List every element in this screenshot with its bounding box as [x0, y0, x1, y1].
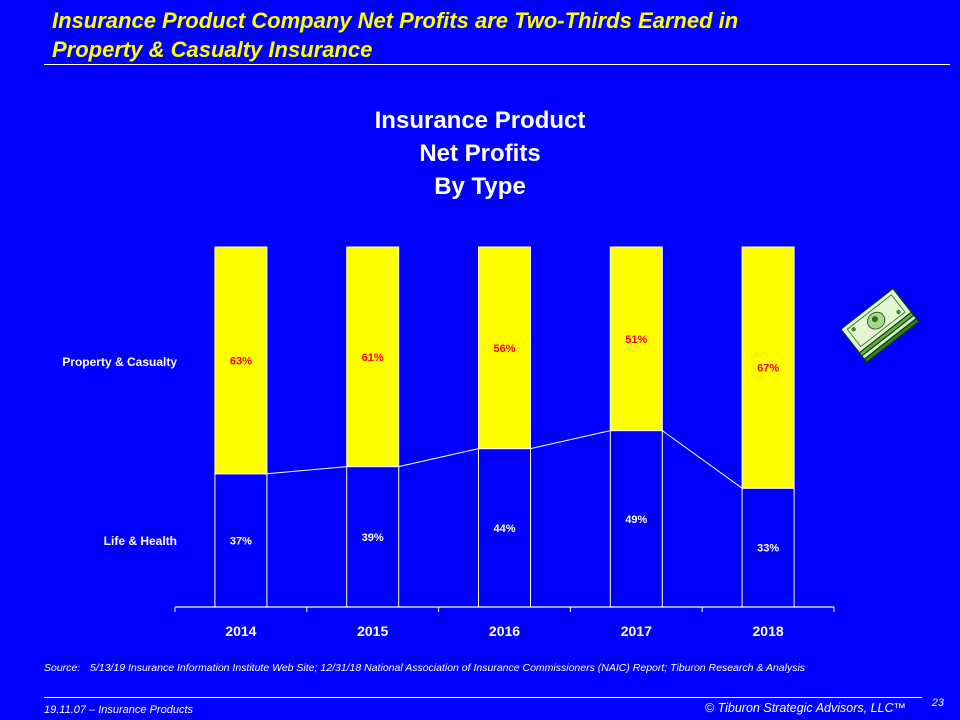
footer-deck-id: 19.11.07 – Insurance Products: [44, 704, 194, 716]
x-tick-label-2018: 2018: [753, 623, 784, 639]
source-label: Source:: [44, 662, 81, 674]
label-life-health-2017: 49%: [625, 514, 647, 526]
x-tick-label-2016: 2016: [489, 623, 520, 639]
page-number: 23: [931, 697, 944, 709]
headline-rule: [44, 64, 950, 65]
footer-rule: [44, 697, 922, 698]
series-line-2017-2018: [662, 430, 743, 489]
x-tick-label-2015: 2015: [357, 623, 388, 639]
chart-title-line-2: Net Profits: [419, 140, 541, 167]
chart-title-line-1: Insurance Product: [374, 107, 586, 134]
series-label-life-health: Life & Health: [104, 534, 177, 548]
label-life-health-2014: 37%: [230, 535, 252, 547]
bar-property-casualty-2015: [346, 246, 400, 468]
label-property-casualty-2015: 61%: [362, 352, 384, 364]
source-note: Source: 5/13/19 Insurance Information Ins…: [44, 662, 884, 675]
bar-life-health-2017: [609, 430, 663, 608]
label-property-casualty-2017: 51%: [625, 334, 647, 346]
source-text: 5/13/19 Insurance Information Institute …: [90, 662, 806, 674]
money-stack-icon: [838, 284, 922, 364]
label-life-health-2016: 44%: [493, 523, 515, 535]
chart-title-line-3: By Type: [434, 173, 526, 200]
series-label-property-casualty: Property & Casualty: [62, 355, 177, 369]
headline-line-2: Property & Casualty Insurance: [52, 37, 373, 62]
series-line-2016-2017: [530, 430, 611, 450]
slide-headline: Insurance Product Company Net Profits ar…: [52, 6, 932, 64]
label-life-health-2018: 33%: [757, 543, 779, 555]
bar-property-casualty-2017: [609, 246, 663, 432]
headline-line-1: Insurance Product Company Net Profits ar…: [52, 8, 739, 33]
chart-title: Insurance Product Net Profits By Type: [300, 104, 660, 203]
bar-property-casualty-2018: [741, 246, 795, 489]
series-line-2014-2015: [266, 466, 347, 475]
label-property-casualty-2016: 56%: [493, 343, 515, 355]
bar-property-casualty-2014: [214, 246, 268, 475]
label-life-health-2015: 39%: [362, 532, 384, 544]
bar-life-health-2015: [346, 466, 400, 608]
footer-copyright: © Tiburon Strategic Advisors, LLC™: [704, 701, 906, 715]
bar-life-health-2014: [214, 473, 268, 608]
series-line-2015-2016: [398, 448, 479, 468]
bar-life-health-2018: [741, 487, 795, 608]
x-tick-label-2017: 2017: [621, 623, 652, 639]
label-property-casualty-2018: 67%: [757, 363, 779, 375]
label-property-casualty-2014: 63%: [230, 355, 252, 367]
bar-property-casualty-2016: [478, 246, 531, 450]
x-tick-label-2014: 2014: [225, 623, 256, 639]
